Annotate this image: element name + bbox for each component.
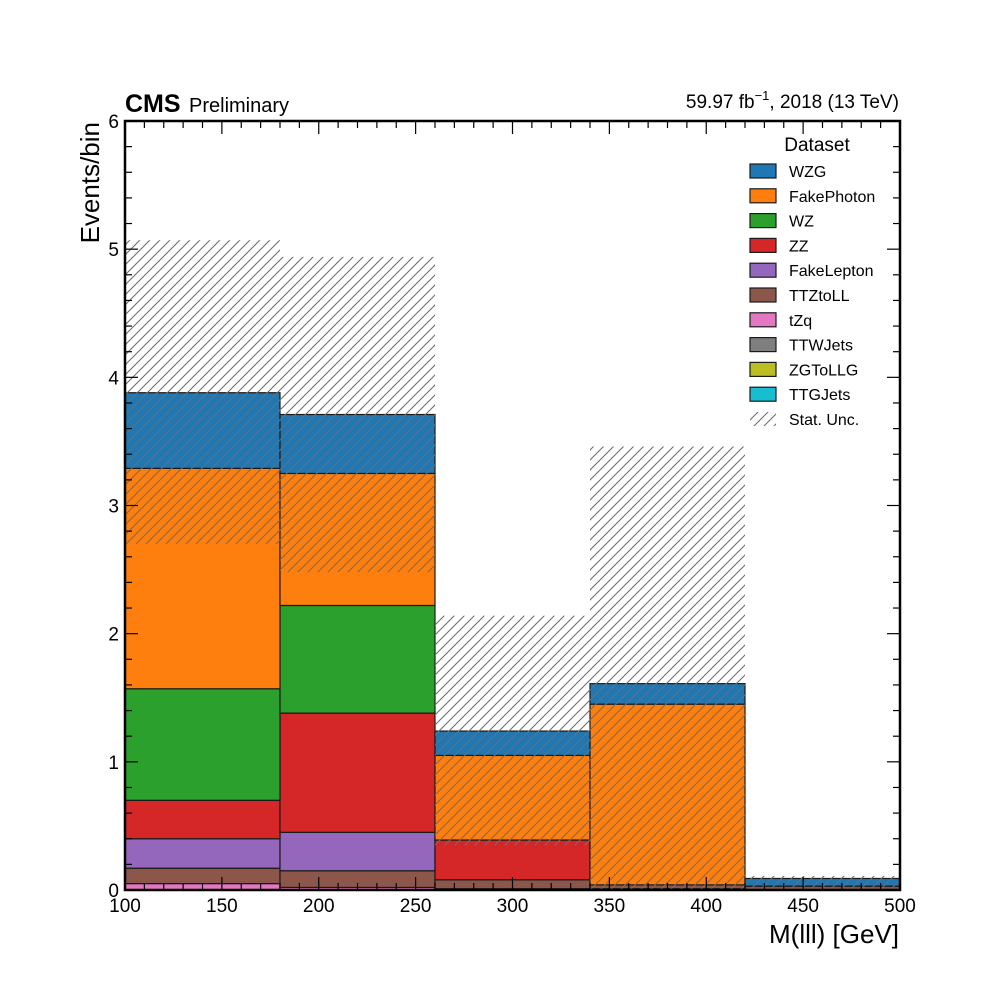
legend-swatch-zgtollg: [749, 361, 777, 377]
y-tick-label-5: 5: [108, 240, 119, 261]
stat-unc-bin-2: [435, 615, 590, 846]
legend-label-ttztoll: TTZtoLL: [789, 288, 850, 305]
stat-unc-bin-3: [590, 446, 745, 890]
legend-label-tzq: tZq: [789, 313, 812, 330]
legend-swatch-wz: [749, 213, 777, 229]
legend-item-zgtollg: ZGToLLG: [749, 361, 858, 379]
y-tick-label-1: 1: [108, 753, 119, 774]
y-tick-label-0: 0: [108, 881, 119, 902]
x-tick-label-400: 400: [690, 896, 722, 917]
x-tick-label-200: 200: [303, 896, 335, 917]
x-tick-label-100: 100: [109, 896, 141, 917]
legend-item-tzq: tZq: [749, 312, 812, 330]
legend-swatch-ttgjets: [749, 386, 777, 402]
legend-label-zz: ZZ: [789, 238, 809, 255]
y-tick-labels: 0 1 2 3 4 5 6: [108, 112, 119, 902]
legend-title: Dataset: [784, 135, 850, 156]
y-tick-label-3: 3: [108, 497, 119, 518]
legend-item-ttztoll: TTZtoLL: [749, 287, 850, 305]
x-tick-label-500: 500: [884, 896, 916, 917]
legend-label-stat-unc-: Stat. Unc.: [789, 412, 859, 429]
legend-item-stat-unc-: Stat. Unc.: [750, 412, 859, 429]
bar-wz-bin-0: [124, 688, 281, 801]
lumi-tail: , 2018 (13 TeV): [769, 92, 899, 113]
legend: Dataset WZG FakePhoton WZ ZZ FakeLepton TTZto…: [749, 135, 875, 429]
x-tick-labels: 100 150 200 250 300 350 400 450 500: [109, 896, 916, 917]
legend-swatch-stat-unc-: [750, 412, 776, 426]
stat-unc-bin-1: [280, 256, 435, 573]
legend-swatch-zz: [749, 237, 777, 253]
legend-swatch-fakelepton: [749, 262, 777, 278]
legend-label-wzg: WZG: [789, 164, 826, 181]
legend-item-zz: ZZ: [749, 237, 809, 255]
cms-label: CMS: [125, 90, 181, 118]
legend-label-ttgjets: TTGJets: [789, 387, 850, 404]
legend-item-ttgjets: TTGJets: [749, 386, 850, 404]
plot-frame: [123, 119, 902, 892]
legend-swatch-ttwjets: [749, 337, 777, 353]
y-tick-label-2: 2: [108, 625, 119, 646]
x-tick-label-300: 300: [497, 896, 529, 917]
bar-zz-bin-0: [124, 799, 281, 840]
x-tick-label-250: 250: [400, 896, 432, 917]
lumi-exponent: −1: [755, 88, 770, 103]
bar-zz-bin-1: [279, 712, 436, 833]
legend-item-fakephoton: FakePhoton: [749, 188, 875, 206]
x-axis-title: M(lll) [GeV]: [769, 919, 899, 949]
legend-label-zgtollg: ZGToLLG: [789, 362, 858, 379]
bar-fakelepton-bin-0: [124, 838, 281, 869]
legend-label-wz: WZ: [789, 214, 814, 231]
x-tick-label-450: 450: [787, 896, 819, 917]
legend-item-wz: WZ: [749, 213, 814, 231]
y-tick-label-4: 4: [108, 368, 119, 389]
x-tick-label-350: 350: [594, 896, 626, 917]
x-tick-label-150: 150: [206, 896, 238, 917]
bar-fakelepton-bin-1: [279, 831, 436, 872]
bar-zz-bin-2: [434, 839, 591, 881]
y-axis-title: Events/bin: [75, 122, 105, 243]
bar-ttztoll-bin-0: [124, 867, 281, 885]
legend-item-ttwjets: TTWJets: [749, 337, 853, 355]
stat-uncertainty-band: [125, 240, 900, 890]
preliminary-label: Preliminary: [189, 95, 289, 117]
legend-label-fakephoton: FakePhoton: [789, 189, 875, 206]
legend-swatch-wzg: [749, 163, 777, 179]
legend-swatch-tzq: [749, 312, 777, 328]
lumi-main: 59.97 fb: [686, 92, 755, 113]
stat-unc-bin-0: [125, 240, 280, 544]
y-tick-label-6: 6: [108, 112, 119, 133]
bar-wz-bin-1: [279, 604, 436, 714]
legend-item-fakelepton: FakeLepton: [749, 262, 874, 280]
lumi-label: 59.97 fb−1, 2018 (13 TeV): [686, 88, 899, 113]
legend-item-wzg: WZG: [749, 163, 826, 181]
legend-swatch-ttztoll: [749, 287, 777, 303]
legend-swatch-fakephoton: [749, 188, 777, 204]
legend-label-fakelepton: FakeLepton: [789, 263, 874, 280]
legend-label-ttwjets: TTWJets: [789, 338, 853, 355]
